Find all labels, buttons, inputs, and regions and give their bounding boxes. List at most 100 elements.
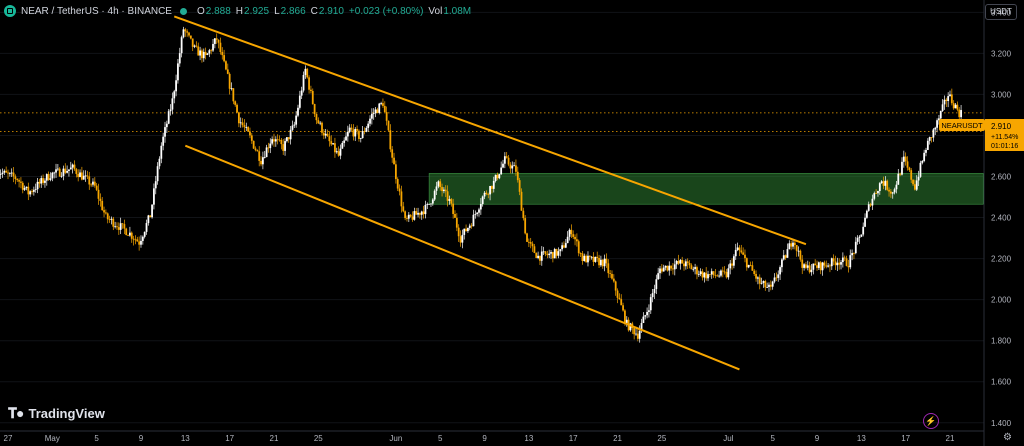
resistance-zone[interactable] — [428, 173, 984, 205]
candle-body — [230, 88, 233, 90]
candle-body — [485, 192, 488, 195]
candle-body — [636, 333, 639, 339]
candle-body — [232, 88, 235, 102]
candle-body — [370, 113, 373, 119]
candle-body — [716, 275, 719, 277]
candle-body — [823, 262, 826, 266]
candle-body — [448, 199, 451, 201]
candle-body — [250, 135, 253, 141]
candle-body — [77, 173, 80, 178]
logo-text: TradingView — [28, 406, 105, 421]
candle-body — [786, 249, 789, 258]
price-label-countdown: 01:01:16 — [991, 143, 1018, 150]
candle-body — [806, 265, 809, 268]
candle-body — [500, 167, 503, 175]
candle-body — [723, 271, 726, 273]
candle-body — [511, 165, 514, 169]
candle-body — [662, 267, 665, 272]
candle-body — [199, 50, 201, 56]
x-tick-label: 27 — [4, 434, 13, 443]
candle-body — [394, 164, 397, 180]
candle-body — [864, 217, 866, 227]
candle-body — [871, 198, 874, 206]
candle-body — [300, 90, 303, 96]
candle-body — [877, 190, 879, 194]
channel-upper-line[interactable] — [173, 15, 807, 246]
candle-body — [520, 191, 523, 211]
candle-body — [585, 255, 588, 263]
candle-body — [88, 176, 91, 185]
x-tick-label: 9 — [139, 434, 144, 443]
candle-body — [184, 29, 187, 32]
candle-body — [40, 178, 43, 184]
candle-body — [158, 158, 161, 167]
candle-body — [53, 172, 56, 174]
candle-body — [764, 280, 767, 288]
candle-body — [814, 263, 817, 266]
candle-body — [592, 256, 595, 262]
candle-body — [478, 209, 480, 213]
candle-body — [12, 172, 15, 177]
candle-body — [278, 139, 281, 141]
candle-body — [939, 110, 942, 119]
candle-body — [847, 265, 850, 268]
candle-body — [254, 148, 257, 151]
gear-icon[interactable]: ⚙ — [1003, 432, 1012, 443]
candle-body — [902, 156, 905, 162]
candle-body — [860, 234, 863, 237]
candle-body — [738, 247, 741, 251]
candle-body — [206, 53, 209, 55]
channel-lower-line[interactable] — [184, 144, 740, 371]
candle-body — [411, 216, 414, 220]
candle-body — [182, 29, 185, 38]
candle-body — [409, 214, 412, 217]
candle-body — [932, 129, 935, 138]
candle-body — [941, 104, 944, 111]
lightning-icon[interactable]: ⚡ — [923, 413, 939, 429]
candle-body — [551, 252, 554, 259]
candle-body — [878, 183, 881, 191]
candle-body — [236, 104, 238, 113]
symbol-title[interactable]: NEAR / TetherUS · 4h · BINANCE — [21, 5, 172, 17]
candle-body — [803, 264, 805, 268]
candle-body — [720, 270, 722, 276]
candle-body — [651, 293, 654, 298]
candle-body — [594, 256, 597, 262]
candle-body — [165, 123, 168, 128]
candle-body — [282, 144, 285, 151]
candle-body — [169, 109, 172, 112]
candle-body — [817, 262, 820, 268]
candle-body — [291, 125, 294, 130]
last-price-label[interactable]: NEARUSDT 2.910 +11.54% 01:01:16 — [939, 119, 1024, 151]
candle-body — [742, 252, 745, 255]
time-axis[interactable]: 27 May 5 9 13 17 21 25 Jun 5 9 13 17 21 25 Jul 5 9 13 17 21 — [4, 434, 955, 443]
candle-body — [332, 143, 334, 145]
candle-body — [145, 223, 148, 232]
candle-body — [0, 173, 2, 175]
candle-body — [498, 174, 501, 179]
candle-body — [258, 151, 261, 161]
candle-body — [265, 147, 268, 158]
candle-body — [906, 161, 909, 168]
candle-body — [934, 127, 937, 130]
candle-body — [904, 156, 907, 162]
candle-body — [189, 35, 192, 39]
currency-button[interactable]: USDT — [985, 4, 1017, 20]
candle-body — [465, 228, 467, 232]
candle-body — [884, 180, 887, 186]
candle-body — [496, 174, 499, 179]
x-tick-label: 21 — [270, 434, 279, 443]
candle-body — [596, 256, 599, 259]
candle-body — [908, 167, 911, 171]
candle-body — [341, 142, 344, 149]
candle-body — [795, 245, 798, 251]
x-tick-label: May — [45, 434, 60, 443]
candle-body — [322, 132, 325, 136]
candle-body — [653, 288, 656, 294]
candle-body — [424, 204, 427, 215]
candle-body — [252, 140, 255, 149]
candle-body — [356, 129, 358, 131]
candle-body — [792, 242, 794, 247]
x-tick-label: 5 — [94, 434, 99, 443]
